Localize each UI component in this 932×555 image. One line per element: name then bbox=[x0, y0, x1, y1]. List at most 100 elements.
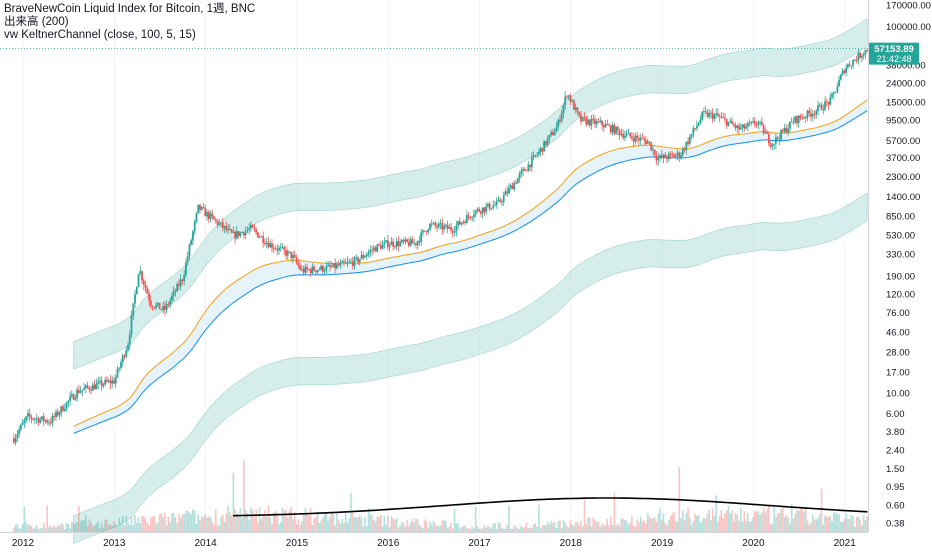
volume-bar bbox=[845, 512, 847, 532]
candle-body bbox=[866, 49, 869, 51]
candle-body bbox=[458, 221, 461, 225]
candle-body bbox=[323, 270, 326, 272]
x-tick-label: 2018 bbox=[560, 538, 583, 549]
volume-bar bbox=[529, 527, 531, 532]
candle-body bbox=[25, 416, 28, 421]
candle-body bbox=[694, 128, 697, 129]
volume-bar bbox=[818, 514, 821, 532]
volume-bar bbox=[162, 517, 164, 532]
candle-body bbox=[841, 70, 844, 75]
volume-bar bbox=[365, 525, 368, 532]
candle-body bbox=[321, 265, 324, 272]
y-tick-label: 2300.00 bbox=[886, 172, 920, 183]
candle-body bbox=[34, 418, 36, 420]
candle-body bbox=[502, 195, 505, 202]
y-tick-label: 1.50 bbox=[886, 464, 905, 475]
volume-bar bbox=[436, 525, 438, 532]
volume-bar bbox=[608, 525, 610, 532]
candle-body bbox=[652, 149, 654, 151]
candle-body bbox=[711, 112, 714, 120]
candle-body bbox=[838, 79, 840, 87]
candle-body bbox=[116, 368, 119, 378]
x-tick-label: 2012 bbox=[12, 538, 35, 549]
candle-body bbox=[608, 125, 610, 126]
candle-body bbox=[741, 124, 744, 128]
candle-body bbox=[413, 242, 416, 244]
candle-body bbox=[820, 104, 823, 110]
candle-body bbox=[753, 121, 756, 125]
price-badge-countdown: 21:42:48 bbox=[876, 54, 911, 64]
volume-bar bbox=[78, 505, 80, 532]
volume-bar bbox=[290, 507, 293, 532]
candle-body bbox=[37, 418, 40, 423]
volume-bar bbox=[622, 518, 624, 532]
candle-body bbox=[455, 225, 458, 232]
candle-body bbox=[422, 230, 424, 233]
volume-bar bbox=[416, 519, 419, 532]
volume-bar bbox=[222, 514, 224, 532]
y-tick-label: 120.00 bbox=[886, 290, 915, 301]
volume-bar bbox=[23, 506, 26, 532]
candle-body bbox=[738, 125, 740, 130]
volume-bar bbox=[444, 520, 447, 532]
volume-bar bbox=[611, 524, 614, 532]
candle-body bbox=[529, 164, 531, 168]
y-tick-label: 10.00 bbox=[886, 389, 910, 400]
volume-bar bbox=[246, 512, 249, 532]
candle-body bbox=[188, 244, 191, 257]
volume-bar bbox=[782, 508, 784, 532]
candle-body bbox=[571, 100, 574, 102]
candle-body bbox=[650, 142, 653, 151]
volume-bar bbox=[329, 516, 331, 532]
candle-body bbox=[39, 419, 42, 423]
candle-body bbox=[585, 117, 588, 125]
volume-bar bbox=[253, 516, 256, 532]
volume-bar bbox=[120, 522, 122, 532]
volume-bar bbox=[817, 517, 819, 532]
candle-body bbox=[181, 279, 184, 281]
volume-bar bbox=[39, 528, 42, 532]
volume-bar bbox=[28, 524, 31, 532]
volume-bar bbox=[406, 519, 408, 532]
candle-body bbox=[539, 148, 542, 152]
candle-body bbox=[51, 416, 54, 424]
volume-bar bbox=[573, 526, 575, 532]
y-tick-label: 15000.00 bbox=[886, 97, 926, 108]
candle-body bbox=[653, 149, 656, 156]
volume-bar bbox=[362, 526, 365, 532]
candle-body bbox=[423, 230, 426, 232]
volume-bar bbox=[825, 516, 828, 532]
candle-body bbox=[163, 306, 166, 311]
volume-bar bbox=[820, 488, 823, 532]
candle-body bbox=[46, 420, 49, 423]
candle-body bbox=[67, 400, 70, 403]
volume-bar bbox=[385, 524, 387, 532]
keltner-basis-line bbox=[73, 110, 868, 434]
candle-body bbox=[388, 245, 391, 248]
candle-body bbox=[690, 134, 693, 137]
volume-bar bbox=[552, 522, 554, 532]
candle-body bbox=[625, 133, 628, 136]
candle-body bbox=[365, 254, 368, 257]
candle-body bbox=[90, 389, 93, 391]
volume-bar bbox=[546, 522, 549, 532]
volume-bar bbox=[325, 512, 328, 532]
candle-body bbox=[787, 128, 790, 133]
candle-body bbox=[241, 232, 244, 234]
candle-body bbox=[815, 110, 818, 115]
volume-bar bbox=[841, 522, 844, 532]
candle-body bbox=[392, 241, 395, 247]
volume-bar bbox=[583, 499, 586, 532]
volume-bar bbox=[358, 514, 361, 532]
volume-bar bbox=[181, 515, 184, 532]
candle-body bbox=[831, 94, 833, 98]
candle-body bbox=[773, 143, 776, 145]
candle-body bbox=[337, 264, 340, 266]
candle-body bbox=[544, 141, 547, 146]
volume-bar bbox=[545, 525, 547, 532]
candle-body bbox=[566, 96, 568, 98]
volume-bar bbox=[394, 519, 396, 532]
candle-body bbox=[95, 383, 98, 390]
candle-body bbox=[19, 424, 22, 430]
y-tick-label: 3700.00 bbox=[886, 153, 920, 164]
